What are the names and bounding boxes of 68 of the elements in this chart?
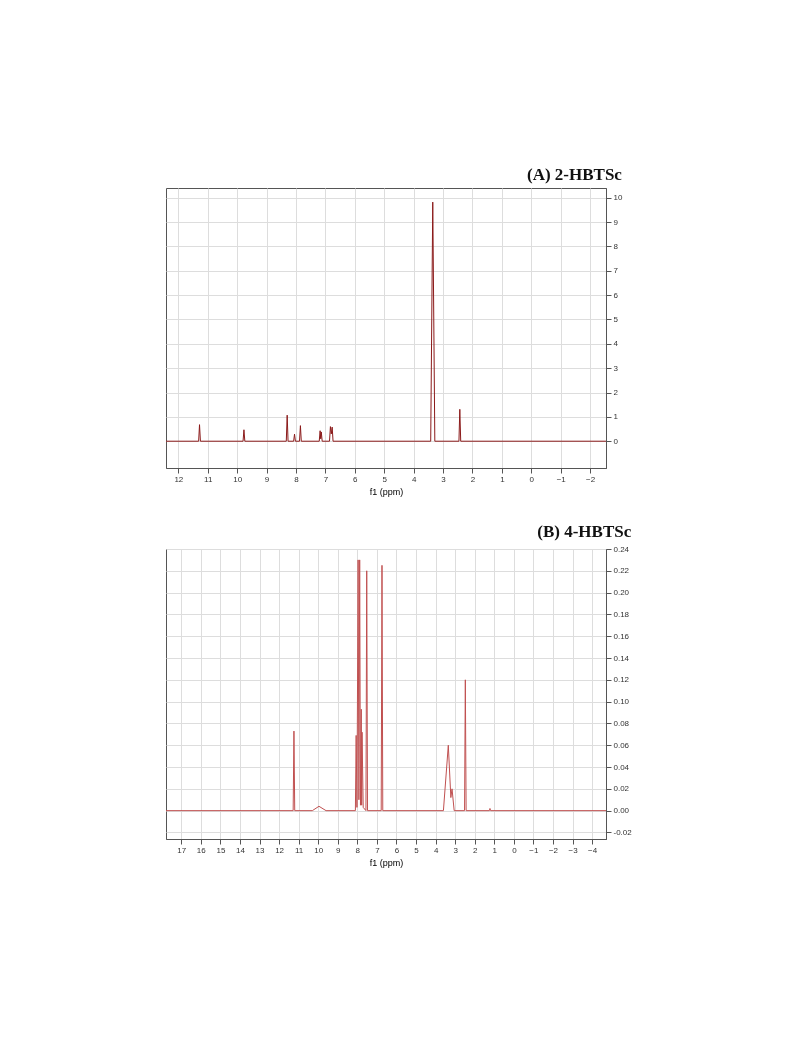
- y-tick-label: -0.02: [613, 827, 633, 837]
- x-tick-label: 1: [492, 845, 498, 855]
- x-tick-label: 12: [275, 845, 285, 855]
- y-tick-label: 0.00: [613, 806, 630, 816]
- x-tick-label: −1: [529, 845, 540, 855]
- y-tick-label: 0: [613, 436, 619, 446]
- x-tick-label: −1: [556, 474, 567, 484]
- chart-title: (A) 2-HBTSc: [526, 165, 623, 184]
- x-tick-label: 11: [294, 845, 304, 855]
- x-tick-label: 2: [473, 845, 478, 855]
- line-series: [166, 201, 606, 442]
- x-tick-label: 4: [433, 845, 439, 855]
- x-tick-label: 9: [264, 474, 270, 484]
- y-tick-label: 3: [613, 363, 619, 373]
- y-tick-label: 0.04: [613, 762, 630, 772]
- y-tick-label: 2: [613, 388, 619, 398]
- x-tick-label: 5: [414, 845, 420, 855]
- y-tick-label: 0.14: [613, 653, 630, 663]
- y-tick-label: 9: [613, 217, 619, 227]
- y-tick-label: 7: [613, 266, 619, 276]
- x-axis-title: f1 (ppm): [369, 486, 404, 497]
- x-tick-label: −2: [586, 474, 596, 484]
- x-tick-label: 6: [353, 474, 359, 484]
- line-series: [166, 559, 606, 812]
- y-tick-label: 10: [613, 193, 623, 203]
- x-tick-label: 8: [294, 474, 300, 484]
- y-tick-label: 6: [613, 290, 619, 300]
- x-tick-label: −4: [588, 845, 598, 855]
- x-tick-label: 7: [375, 845, 381, 855]
- x-tick-label: 15: [216, 845, 226, 855]
- x-tick-label: 0: [529, 474, 535, 484]
- y-tick-label: 4: [613, 339, 619, 349]
- y-tick-label: 0.18: [613, 609, 630, 619]
- x-tick-label: −3: [568, 845, 579, 855]
- x-tick-label: 7: [323, 474, 329, 484]
- x-tick-label: 3: [441, 474, 447, 484]
- y-tick-label: 5: [613, 314, 619, 324]
- x-tick-label: 10: [233, 474, 243, 484]
- x-tick-label: 6: [394, 845, 400, 855]
- y-tick-label: 0.02: [613, 784, 630, 794]
- x-tick-label: 2: [470, 474, 476, 484]
- y-tick-label: 0.24: [613, 544, 630, 554]
- x-tick-label: 14: [236, 845, 246, 855]
- x-tick-label: 12: [174, 474, 184, 484]
- x-tick-label: −2: [548, 845, 559, 855]
- y-tick-label: 0.20: [613, 588, 630, 598]
- x-tick-label: 10: [314, 845, 324, 855]
- x-tick-label: 4: [411, 474, 417, 484]
- x-tick-label: 0: [512, 845, 518, 855]
- x-tick-label: 8: [355, 845, 361, 855]
- x-tick-label: 5: [382, 474, 388, 484]
- y-tick-label: 8: [613, 241, 619, 251]
- x-axis-title: f1 (ppm): [369, 857, 404, 868]
- x-tick-label: 16: [196, 845, 207, 855]
- y-tick-label: 0.10: [613, 697, 630, 707]
- y-tick-label: 0.12: [613, 675, 630, 685]
- x-tick-label: 13: [255, 845, 266, 855]
- x-tick-label: 1: [500, 474, 506, 484]
- x-tick-label: 11: [204, 474, 213, 484]
- y-tick-label: 0.16: [613, 631, 630, 641]
- y-tick-label: 0.08: [613, 718, 630, 728]
- x-tick-label: 3: [453, 845, 459, 855]
- y-tick-label: 1: [613, 412, 619, 422]
- x-tick-label: 17: [177, 845, 187, 855]
- x-tick-label: 9: [336, 845, 342, 855]
- chart-title: (B) 4-HBTSc: [537, 522, 632, 541]
- y-tick-label: 0.06: [613, 740, 630, 750]
- y-tick-label: 0.22: [613, 566, 630, 576]
